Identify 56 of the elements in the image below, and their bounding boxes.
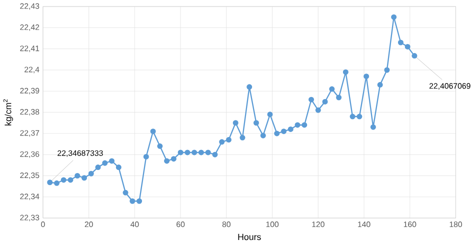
- point: [212, 152, 218, 158]
- point: [364, 73, 370, 79]
- point: [260, 132, 266, 138]
- point: [95, 164, 101, 170]
- point: [198, 150, 204, 156]
- point: [315, 107, 321, 113]
- x-axis-title: Hours: [238, 234, 261, 240]
- point: [130, 198, 136, 204]
- point: [253, 120, 259, 126]
- point: [136, 198, 142, 204]
- point: [116, 164, 122, 170]
- point: [102, 160, 108, 166]
- point: [329, 86, 335, 92]
- y-axis-title: kg/cm$^{2}$: [3, 99, 14, 126]
- point: [226, 136, 232, 142]
- point: [404, 44, 410, 50]
- point: [302, 122, 308, 128]
- point: [246, 84, 252, 90]
- point: [88, 170, 94, 176]
- point: [143, 154, 149, 160]
- point: [219, 138, 225, 144]
- point: [157, 143, 163, 149]
- point: [377, 82, 383, 88]
- point: [60, 177, 66, 183]
- point: [336, 94, 342, 100]
- point: [398, 40, 404, 46]
- point: [122, 190, 128, 196]
- point: [205, 150, 211, 156]
- point: [150, 128, 156, 134]
- point: [232, 120, 238, 126]
- point: [54, 180, 60, 186]
- point: [192, 150, 198, 156]
- point: [81, 174, 88, 180]
- point: [178, 150, 184, 156]
- point: [274, 130, 280, 136]
- point: [412, 52, 418, 58]
- point: [74, 172, 80, 178]
- point: [370, 124, 376, 130]
- point: [342, 69, 348, 75]
- point: [68, 177, 74, 183]
- point: [47, 179, 53, 185]
- point: [356, 114, 362, 120]
- point: [164, 158, 170, 164]
- point: [109, 158, 115, 164]
- point: [322, 98, 328, 104]
- point: [267, 111, 273, 117]
- point: [184, 150, 190, 156]
- point: [294, 122, 300, 128]
- point: [350, 114, 356, 120]
- point: [308, 96, 314, 102]
- point: [281, 128, 287, 134]
- point: [391, 14, 397, 20]
- point: [170, 156, 176, 162]
- point: [240, 134, 246, 140]
- point: [384, 67, 390, 73]
- point: [288, 126, 294, 132]
